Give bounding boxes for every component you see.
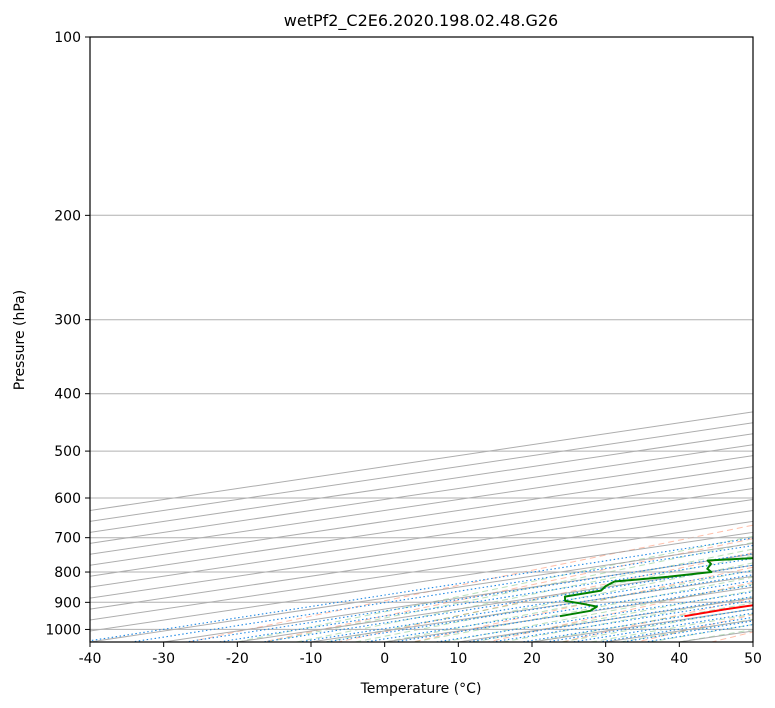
x-tick-label: 50 — [744, 651, 762, 667]
mixing-ratio-line — [390, 584, 753, 642]
x-tick-label: 30 — [597, 651, 615, 667]
y-tick-label: 400 — [54, 387, 81, 403]
x-tick-label: -10 — [300, 651, 323, 667]
isotherm-line — [233, 564, 753, 642]
profile-series — [559, 557, 753, 618]
x-tick-label: -30 — [152, 651, 175, 667]
isotherm-line — [90, 433, 753, 533]
axes: -40 -30 -20 -10 0 10 20 30 40 50 100 200 300 400 500 60… — [45, 30, 762, 667]
isotherm-line — [528, 608, 753, 642]
x-tick-label: -40 — [79, 651, 102, 667]
isotherm-line — [675, 630, 753, 642]
background-lines — [90, 411, 753, 642]
x-axis-title: Temperature (°C) — [360, 681, 482, 697]
y-tick-label: 200 — [54, 208, 81, 224]
isotherm-line — [90, 498, 753, 599]
mixing-ratio-line — [488, 599, 753, 642]
moist-adiabat — [590, 613, 753, 642]
moist-adiabat — [384, 569, 753, 642]
mixing-ratio-line — [322, 574, 753, 642]
plot-frame — [89, 36, 754, 643]
chart-title: wetPf2_C2E6.2020.198.02.48.G26 — [284, 11, 558, 31]
y-tick-label: 500 — [54, 444, 81, 460]
x-tick-label: 0 — [380, 651, 389, 667]
moist-adiabat — [443, 583, 753, 642]
isotherm-line — [381, 586, 753, 642]
isotherm-line — [307, 575, 753, 642]
isotherm-line — [749, 641, 753, 642]
moist-adiabat — [266, 541, 753, 642]
x-tick-label: -20 — [226, 651, 249, 667]
moist-adiabat — [502, 596, 753, 642]
mixing-ratio-line — [215, 557, 753, 642]
isotherm-line — [90, 466, 753, 566]
mixing-ratio-line — [128, 544, 753, 642]
x-tick-label: 10 — [449, 651, 467, 667]
y-tick-label: 800 — [54, 565, 81, 581]
moist-adiabat — [296, 548, 753, 642]
isotherm-line — [90, 422, 753, 522]
y-tick-label: 100 — [54, 30, 81, 46]
y-tick-label: 1000 — [45, 622, 81, 638]
mixing-ratio-line — [90, 537, 753, 642]
isobar-gridlines — [90, 37, 753, 630]
y-axis-title: Pressure (hPa) — [12, 290, 28, 390]
isotherm-line — [90, 411, 753, 511]
dry-adiabat — [410, 566, 753, 642]
dry-adiabat — [560, 597, 753, 642]
mixing-ratio-line — [182, 553, 753, 642]
mixing-ratio-line — [259, 564, 753, 642]
dry-adiabat — [709, 631, 753, 642]
dewpoint-profile-line — [559, 557, 753, 618]
isotherm-line — [90, 520, 753, 621]
isotherm-line — [90, 455, 753, 555]
isotherm-line — [90, 488, 753, 588]
moist-adiabat — [531, 602, 753, 642]
x-tick-label: 40 — [670, 651, 688, 667]
moist-adiabat — [414, 576, 753, 642]
isotherm-line — [454, 597, 753, 642]
x-tick-label: 20 — [523, 651, 541, 667]
moist-adiabat — [325, 555, 753, 642]
mixing-ratio-lines — [90, 537, 753, 642]
isotherm-line — [90, 477, 753, 577]
isotherm-line — [90, 531, 753, 632]
moist-adiabat — [237, 535, 753, 642]
dry-adiabat — [261, 538, 753, 642]
isotherm-line — [90, 444, 753, 544]
y-tick-label: 300 — [54, 313, 81, 329]
isotherm-line — [90, 509, 753, 610]
y-tick-label: 900 — [54, 595, 81, 611]
y-tick-label: 700 — [54, 531, 81, 547]
y-tick-label: 600 — [54, 491, 81, 507]
